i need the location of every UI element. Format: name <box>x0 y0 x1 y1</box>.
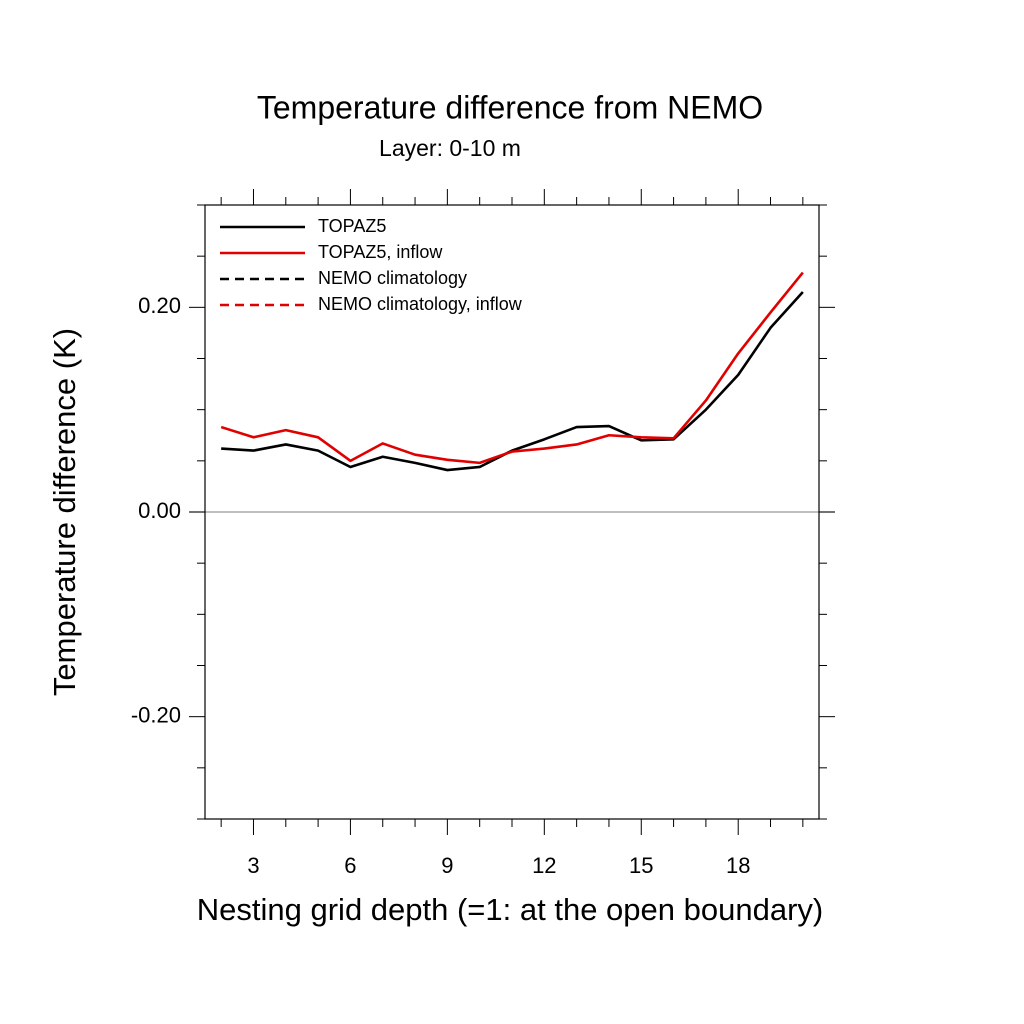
y-tick-label: 0.00 <box>138 498 181 523</box>
x-tick-label: 15 <box>629 853 653 878</box>
legend-label: TOPAZ5, inflow <box>318 242 443 262</box>
y-tick-label: 0.20 <box>138 293 181 318</box>
x-tick-label: 18 <box>726 853 750 878</box>
legend-label: TOPAZ5 <box>318 216 386 236</box>
x-tick-label: 6 <box>344 853 356 878</box>
series-line <box>220 271 804 465</box>
x-axis-label: Nesting grid depth (=1: at the open boun… <box>197 892 823 927</box>
legend-label: NEMO climatology, inflow <box>318 294 523 314</box>
x-tick-label: 3 <box>247 853 259 878</box>
chart-subtitle: Layer: 0-10 m <box>379 135 521 161</box>
y-tick-label: -0.20 <box>131 702 181 727</box>
x-tick-label: 9 <box>441 853 453 878</box>
chart-title: Temperature difference from NEMO <box>257 89 763 125</box>
series-line <box>221 291 804 472</box>
y-axis-label: Temperature difference (K) <box>47 328 82 696</box>
x-tick-label: 12 <box>532 853 556 878</box>
legend-label: NEMO climatology <box>318 268 467 288</box>
